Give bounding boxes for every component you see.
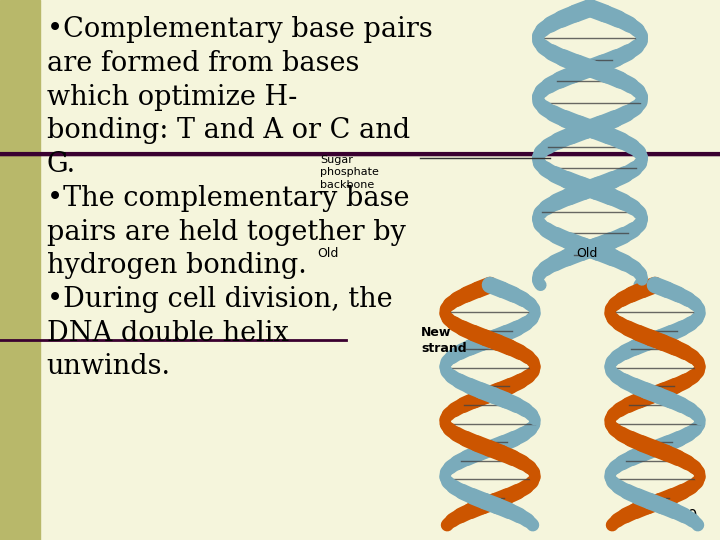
Text: 39: 39 bbox=[679, 509, 698, 524]
Text: Old: Old bbox=[576, 247, 598, 260]
Text: Old: Old bbox=[317, 247, 338, 260]
Text: Sugar
phosphate
backbone: Sugar phosphate backbone bbox=[320, 155, 379, 190]
Bar bbox=[0, 0, 40, 540]
Text: New
strand: New strand bbox=[421, 326, 467, 355]
Text: •Complementary base pairs
are formed from bases
which optimize H-
bonding: T and: •Complementary base pairs are formed fro… bbox=[47, 16, 433, 380]
